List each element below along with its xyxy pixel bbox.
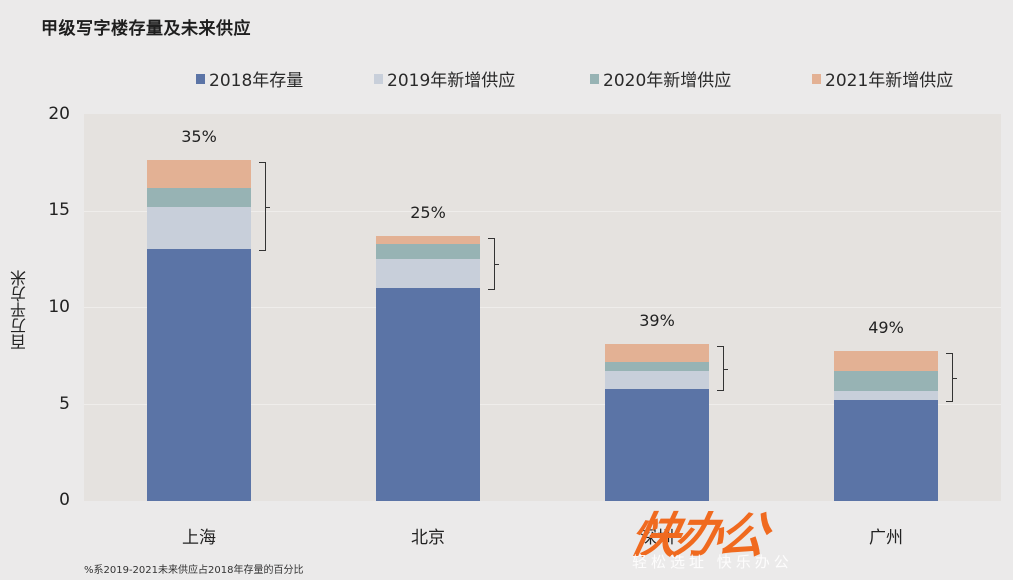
x-tick-shanghai: 上海 xyxy=(182,528,216,548)
bar-segment-beijing-2018年存量 xyxy=(376,288,480,501)
y-tick-20: 20 xyxy=(48,104,70,124)
bar-segment-shenzhen-2018年存量 xyxy=(605,388,709,501)
gridline xyxy=(84,211,1001,212)
bar-segment-guangzhou-2021年新增供应 xyxy=(834,351,938,372)
bracket-beijing xyxy=(488,237,499,291)
gridline xyxy=(84,404,1001,405)
percent-label-shenzhen: 39% xyxy=(639,311,675,331)
bar-segment-guangzhou-2020年新增供应 xyxy=(834,371,938,391)
x-tick-shenzhen: 深圳 xyxy=(640,528,674,548)
legend-swatch-2018 xyxy=(196,73,205,84)
percent-label-guangzhou: 49% xyxy=(868,318,904,338)
y-tick-10: 10 xyxy=(48,297,70,317)
legend-item-2021: 2021年新增供应 xyxy=(812,66,953,91)
legend-swatch-2020 xyxy=(590,73,599,84)
percent-label-shanghai: 35% xyxy=(181,127,217,147)
y-axis-label: 百万平方米 xyxy=(10,270,29,350)
bracket-guangzhou xyxy=(946,353,957,403)
legend-label: 2019年新增供应 xyxy=(387,71,516,91)
bar-segment-beijing-2020年新增供应 xyxy=(376,243,480,260)
watermark-slogan: 轻松选址 快乐办公 xyxy=(632,553,793,571)
bar-segment-shanghai-2019年新增供应 xyxy=(147,206,251,250)
footnote: %系2019-2021未来供应占2018年存量的百分比 xyxy=(84,565,304,576)
bar-segment-shanghai-2020年新增供应 xyxy=(147,187,251,207)
y-tick-15: 15 xyxy=(48,200,70,220)
gridline xyxy=(84,307,1001,308)
legend-item-2019: 2019年新增供应 xyxy=(374,66,515,91)
percent-label-beijing: 25% xyxy=(410,202,446,222)
bar-segment-beijing-2021年新增供应 xyxy=(376,235,480,244)
chart-title: 甲级写字楼存量及未来供应 xyxy=(41,19,251,39)
bar-segment-shenzhen-2019年新增供应 xyxy=(605,371,709,389)
y-tick-5: 5 xyxy=(59,394,70,414)
bar-segment-guangzhou-2018年存量 xyxy=(834,400,938,501)
bar-segment-guangzhou-2019年新增供应 xyxy=(834,390,938,401)
legend-swatch-2019 xyxy=(374,73,383,84)
bracket-shenzhen xyxy=(717,346,728,391)
legend-label: 2021年新增供应 xyxy=(825,71,954,91)
x-tick-beijing: 北京 xyxy=(411,528,445,548)
bracket-shanghai xyxy=(259,162,270,252)
bar-segment-beijing-2019年新增供应 xyxy=(376,259,480,289)
bar-segment-shanghai-2021年新增供应 xyxy=(147,160,251,188)
y-tick-0: 0 xyxy=(59,490,70,510)
legend-item-2018: 2018年存量 xyxy=(196,66,303,91)
legend-swatch-2021 xyxy=(812,73,821,84)
bar-segment-shenzhen-2021年新增供应 xyxy=(605,344,709,362)
legend-label: 2018年存量 xyxy=(209,71,304,91)
watermark-logo: 快办公 轻松选址 快乐办公 xyxy=(625,496,832,576)
bar-segment-shanghai-2018年存量 xyxy=(147,249,251,501)
legend-item-2020: 2020年新增供应 xyxy=(590,66,731,91)
x-tick-guangzhou: 广州 xyxy=(869,528,903,548)
legend-label: 2020年新增供应 xyxy=(603,71,732,91)
bar-segment-shenzhen-2020年新增供应 xyxy=(605,361,709,372)
legend: 2018年存量 2019年新增供应 2020年新增供应 2021年新增供应 xyxy=(0,66,1013,91)
